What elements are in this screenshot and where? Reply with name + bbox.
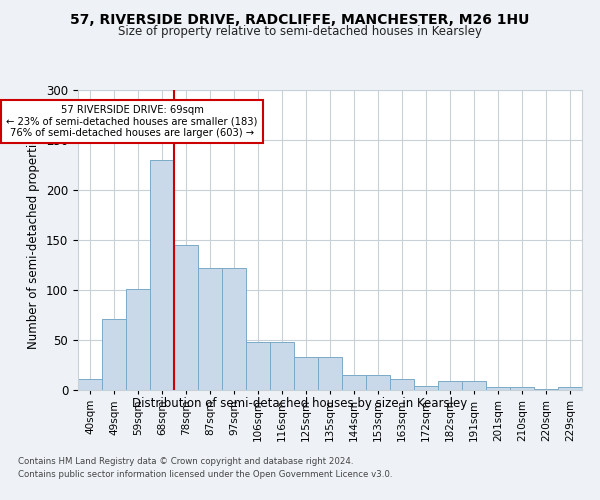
- Bar: [414, 386, 438, 390]
- Text: Distribution of semi-detached houses by size in Kearsley: Distribution of semi-detached houses by …: [133, 398, 467, 410]
- Bar: [534, 389, 558, 390]
- Bar: [270, 342, 294, 390]
- Bar: [462, 381, 486, 390]
- Bar: [438, 381, 462, 390]
- Bar: [510, 387, 534, 390]
- Bar: [102, 319, 126, 390]
- Text: Contains public sector information licensed under the Open Government Licence v3: Contains public sector information licen…: [18, 470, 392, 479]
- Y-axis label: Number of semi-detached properties: Number of semi-detached properties: [28, 130, 40, 350]
- Bar: [390, 379, 414, 390]
- Bar: [126, 289, 150, 390]
- Bar: [294, 357, 318, 390]
- Bar: [486, 387, 510, 390]
- Bar: [78, 379, 102, 390]
- Bar: [222, 268, 246, 390]
- Bar: [174, 245, 198, 390]
- Text: Size of property relative to semi-detached houses in Kearsley: Size of property relative to semi-detach…: [118, 25, 482, 38]
- Bar: [342, 375, 366, 390]
- Text: 57, RIVERSIDE DRIVE, RADCLIFFE, MANCHESTER, M26 1HU: 57, RIVERSIDE DRIVE, RADCLIFFE, MANCHEST…: [70, 12, 530, 26]
- Bar: [558, 387, 582, 390]
- Bar: [246, 342, 270, 390]
- Text: Contains HM Land Registry data © Crown copyright and database right 2024.: Contains HM Land Registry data © Crown c…: [18, 458, 353, 466]
- Bar: [318, 357, 342, 390]
- Bar: [150, 160, 174, 390]
- Bar: [366, 375, 390, 390]
- Text: 57 RIVERSIDE DRIVE: 69sqm
← 23% of semi-detached houses are smaller (183)
76% of: 57 RIVERSIDE DRIVE: 69sqm ← 23% of semi-…: [7, 105, 257, 138]
- Bar: [198, 268, 222, 390]
